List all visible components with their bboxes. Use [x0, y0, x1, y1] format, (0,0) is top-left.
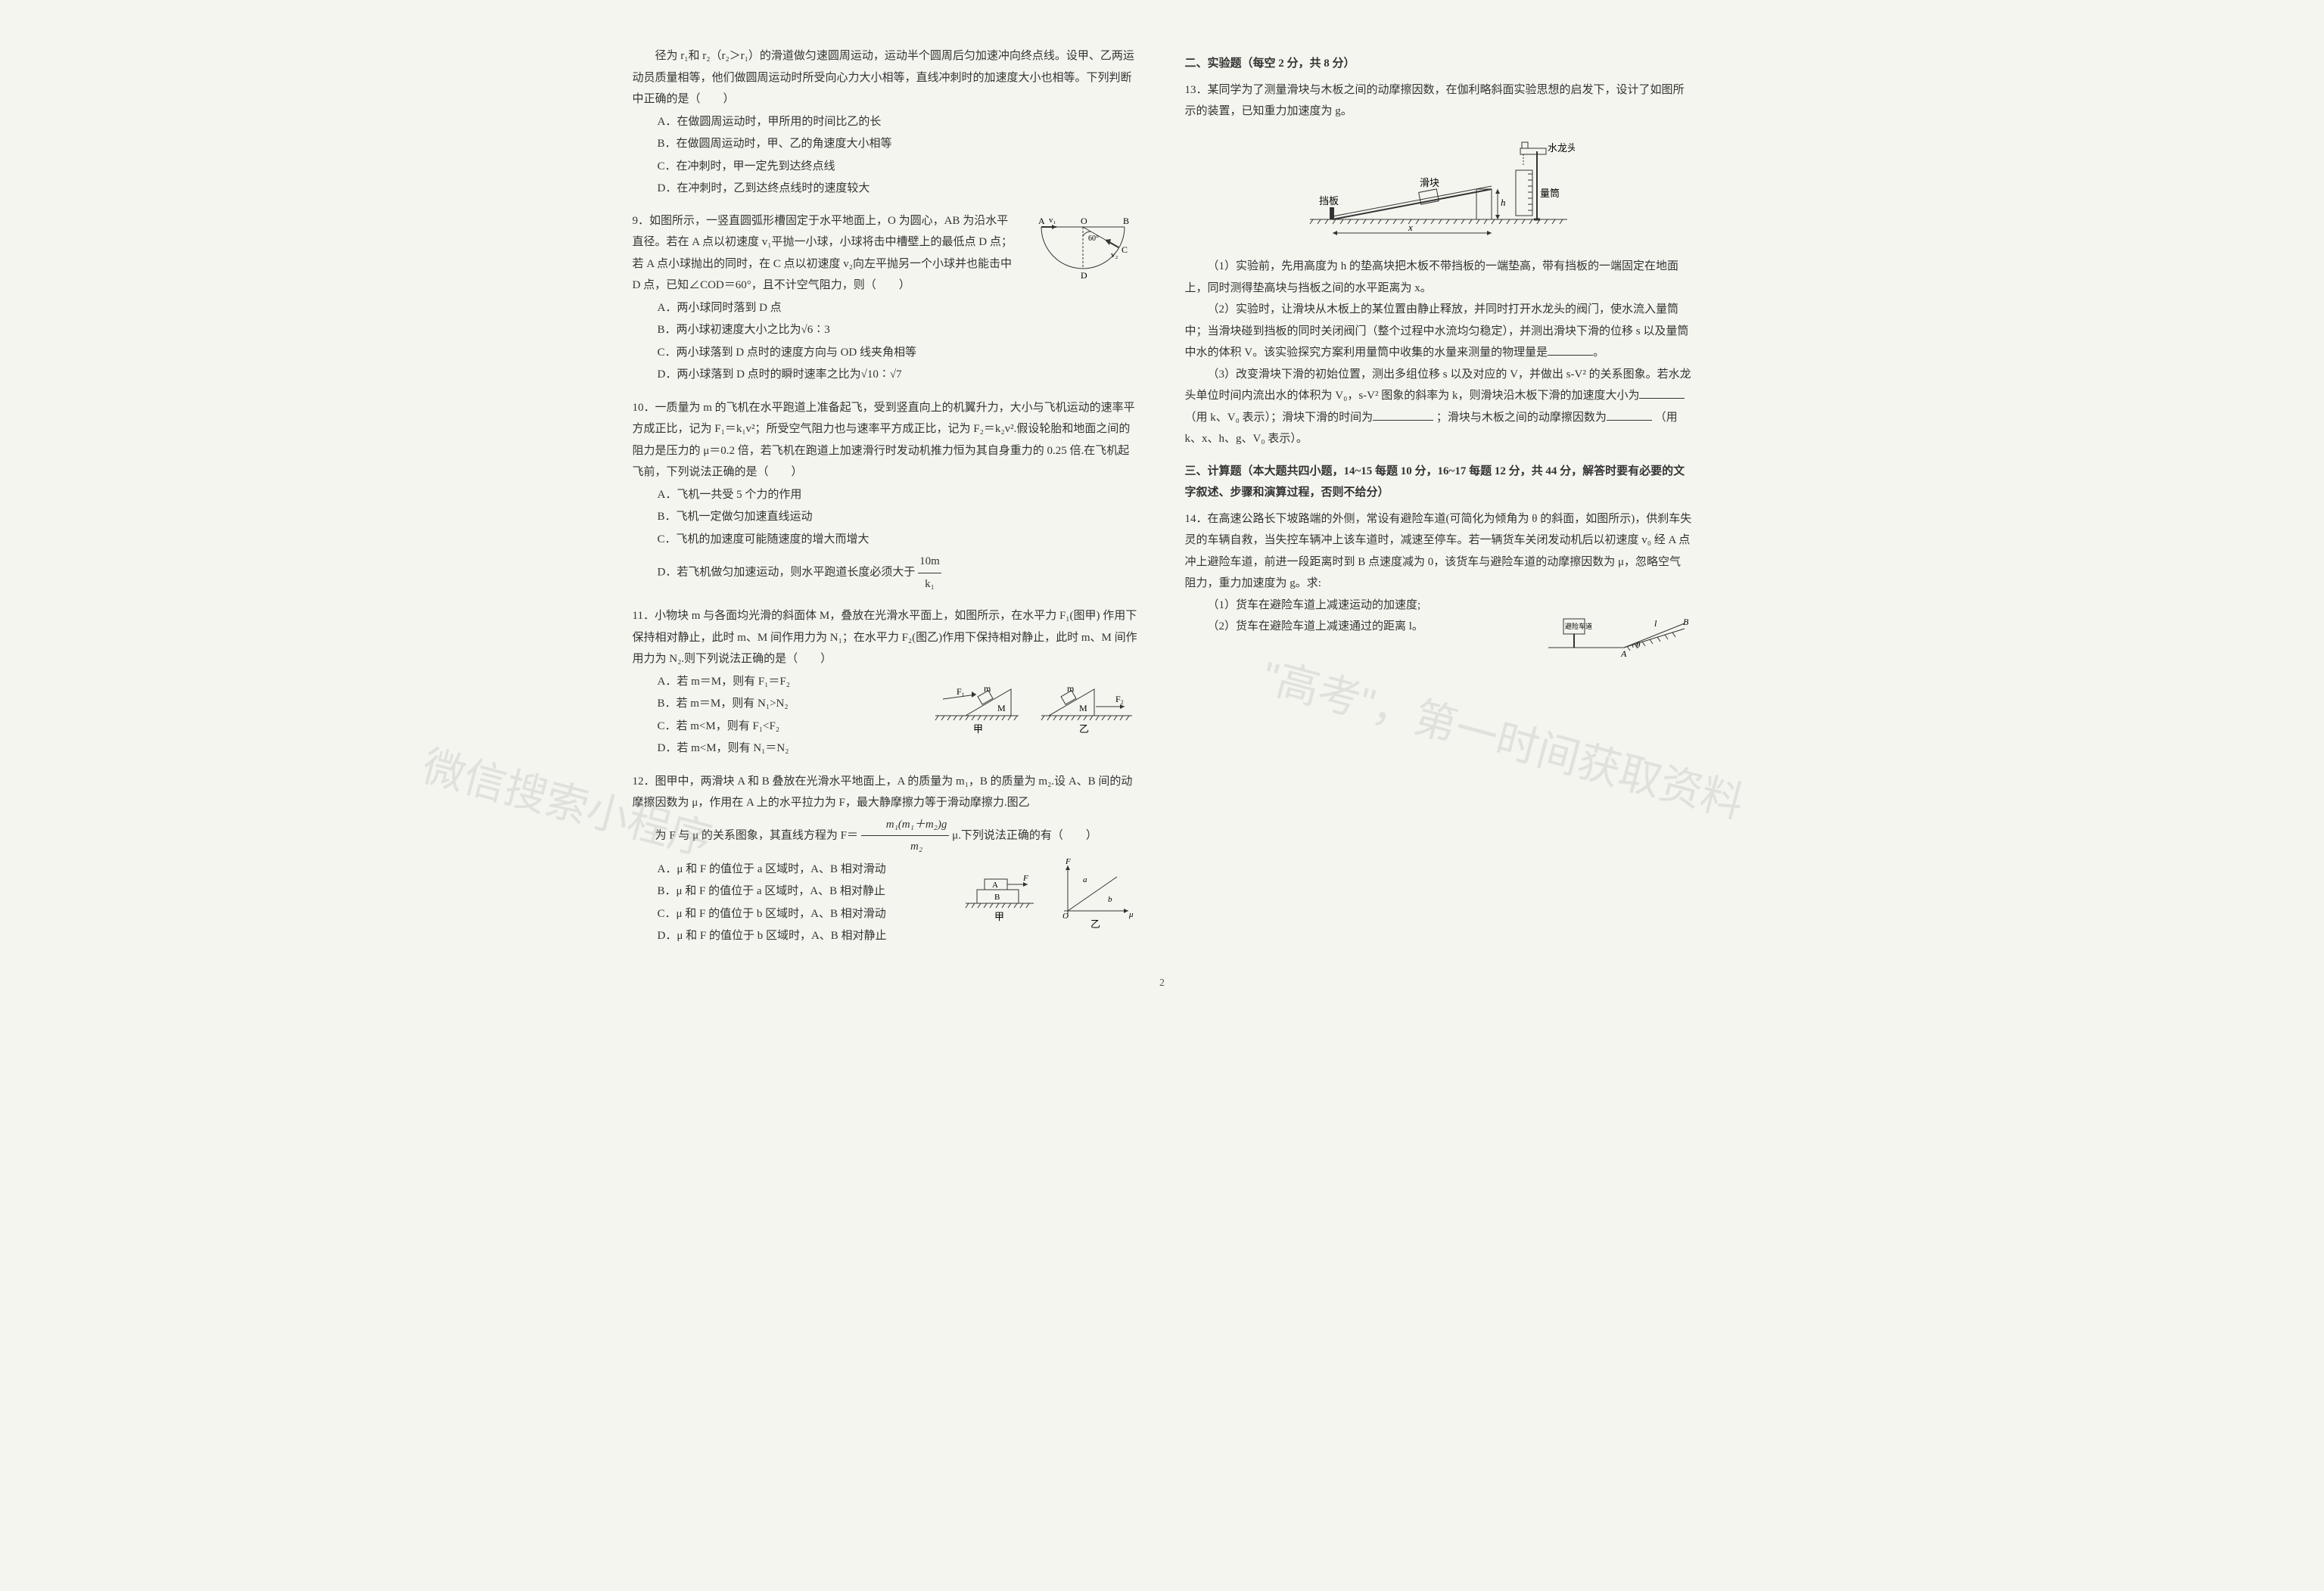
- svg-text:a: a: [1083, 875, 1087, 884]
- svg-text:O: O: [1062, 912, 1069, 921]
- q12-opt-B: B．μ 和 F 的值位于 a 区域时，A、B 相对静止: [658, 881, 958, 903]
- q10-stem: 10．一质量为 m 的飞机在水平跑道上准备起飞，受到竖直向上的机翼升力，大小与飞…: [633, 397, 1140, 483]
- q11-opt-B: B．若 m＝M，则有 N₁>N₂: [658, 693, 928, 715]
- svg-text:D: D: [1081, 270, 1087, 281]
- section-2-title: 二、实验题（每空 2 分，共 8 分）: [1185, 53, 1692, 75]
- q10: 10．一质量为 m 的飞机在水平跑道上准备起飞，受到竖直向上的机翼升力，大小与飞…: [633, 397, 1140, 595]
- q12-opt-A: A．μ 和 F 的值位于 a 区域时，A、B 相对滑动: [658, 859, 958, 881]
- q12: 12．图甲中，两滑块 A 和 B 叠放在光滑水平地面上，A 的质量为 m₁，B …: [633, 771, 1140, 948]
- q13-p3: （3）改变滑块下滑的初始位置，测出多组位移 s 以及对应的 V，并做出 s-V²…: [1185, 364, 1692, 450]
- q8-opt-C: C．在冲刺时，甲一定先到达终点线: [658, 156, 1140, 178]
- svg-text:v₂: v₂: [1111, 250, 1118, 259]
- q11-opt-A: A．若 m＝M，则有 F₁＝F₂: [658, 671, 928, 693]
- q13-blank-2[interactable]: [1639, 387, 1685, 399]
- svg-text:A: A: [992, 881, 998, 890]
- q12-stem2: 为 F 与 μ 的关系图象，其直线方程为 F＝ m₁(m₁＋m₂)g m₂ μ.…: [633, 814, 1140, 858]
- q12-opt-C: C．μ 和 F 的值位于 b 区域时，A、B 相对滑动: [658, 903, 958, 925]
- q11-opt-C: C．若 m<M，则有 F₁<F₂: [658, 716, 928, 738]
- q10-opt-D: D．若飞机做匀加速运动，则水平跑道长度必须大于 10m k₁: [658, 551, 1140, 595]
- q11-opt-D: D．若 m<M，则有 N₁＝N₂: [658, 738, 928, 760]
- svg-text:x: x: [1408, 222, 1413, 233]
- svg-text:乙: 乙: [1079, 723, 1089, 735]
- q14-p1: （1）货车在避险车道上减速运动的加速度;: [1185, 595, 1541, 617]
- q13-p2: （2）实验时，让滑块从木板上的某位置由静止释放，并同时打开水龙头的阀门，使水流入…: [1185, 299, 1692, 364]
- q11: 11．小物块 m 与各面均光滑的斜面体 M，叠放在光滑水平面上，如图所示，在水平…: [633, 605, 1140, 760]
- q8-opt-B: B．在做圆周运动时，甲、乙的角速度大小相等: [658, 133, 1140, 155]
- q13-blank-4[interactable]: [1607, 409, 1652, 421]
- left-column: 径为 r₁和 r₂（r₂＞r₁）的滑道做匀速圆周运动，运动半个圆周后匀加速冲向终…: [633, 45, 1140, 959]
- q13: 13．某同学为了测量滑块与木板之间的动摩擦因数，在伽利略斜面实验思想的启发下，设…: [1185, 79, 1692, 450]
- q9: A v₁ O B C v₂ D 60° 9．如图所示，一竖直圆弧形槽固定于水平地…: [633, 210, 1140, 387]
- svg-text:F: F: [1022, 874, 1028, 883]
- svg-text:m: m: [1067, 683, 1075, 694]
- q8-opt-D: D．在冲刺时，乙到达终点线时的速度较大: [658, 178, 1140, 200]
- svg-text:v₁: v₁: [1049, 216, 1056, 225]
- svg-text:量筒: 量筒: [1540, 188, 1560, 199]
- svg-text:滑块: 滑块: [1420, 177, 1439, 188]
- q8-stem: 径为 r₁和 r₂（r₂＞r₁）的滑道做匀速圆周运动，运动半个圆周后匀加速冲向终…: [633, 45, 1140, 110]
- svg-text:B: B: [994, 893, 1000, 902]
- svg-text:挡板: 挡板: [1319, 195, 1339, 207]
- q11-figure: F₁ m M 甲: [928, 670, 1140, 747]
- page-number: 2: [61, 974, 2263, 994]
- svg-text:A: A: [1038, 216, 1045, 226]
- section-3-title: 三、计算题（本大题共四小题，14~15 每题 10 分，16~17 每题 12 …: [1185, 461, 1692, 504]
- svg-text:B: B: [1123, 216, 1129, 226]
- q10-opt-B: B．飞机一定做匀加速直线运动: [658, 506, 1140, 528]
- exam-page: 径为 r₁和 r₂（r₂＞r₁）的滑道做匀速圆周运动，运动半个圆周后匀加速冲向终…: [633, 45, 1692, 959]
- svg-text:b: b: [1108, 895, 1112, 904]
- q10-opt-A: A．飞机一共受 5 个力的作用: [658, 484, 1140, 506]
- q9-opt-C: C．两小球落到 D 点时的速度方向与 OD 线夹角相等: [658, 342, 1140, 364]
- svg-text:乙: 乙: [1090, 918, 1100, 930]
- svg-text:M: M: [997, 703, 1006, 713]
- svg-text:甲: 甲: [994, 911, 1004, 922]
- q14-figure: 避险车道 A B l θ: [1541, 595, 1692, 671]
- svg-text:水龙头: 水龙头: [1548, 142, 1575, 154]
- svg-text:F₂: F₂: [1115, 694, 1124, 704]
- svg-text:B: B: [1683, 617, 1689, 627]
- svg-text:μ: μ: [1128, 910, 1134, 919]
- q12-opt-D: D．μ 和 F 的值位于 b 区域时，A、B 相对静止: [658, 925, 958, 947]
- svg-text:C: C: [1122, 244, 1128, 255]
- q13-p1: （1）实验前，先用高度为 h 的垫高块把木板不带挡板的一端垫高，带有挡板的一端固…: [1185, 256, 1692, 299]
- q14-p2: （2）货车在避险车道上减速通过的距离 l。: [1185, 616, 1541, 638]
- q14-stem: 14．在高速公路长下坡路端的外侧，常设有避险车道(可简化为倾角为 θ 的斜面，如…: [1185, 508, 1692, 595]
- q11-stem: 11．小物块 m 与各面均光滑的斜面体 M，叠放在光滑水平面上，如图所示，在水平…: [633, 605, 1140, 670]
- svg-text:避险车道: 避险车道: [1565, 622, 1592, 630]
- q10-opt-C: C．飞机的加速度可能随速度的增大而增大: [658, 529, 1140, 551]
- svg-text:A: A: [1620, 648, 1627, 659]
- q9-figure: A v₁ O B C v₂ D 60°: [1026, 213, 1140, 301]
- q13-stem: 13．某同学为了测量滑块与木板之间的动摩擦因数，在伽利略斜面实验思想的启发下，设…: [1185, 79, 1692, 123]
- q8-opt-A: A．在做圆周运动时，甲所用的时间比乙的长: [658, 111, 1140, 133]
- q13-blank-3[interactable]: [1373, 409, 1433, 421]
- q12-stem: 12．图甲中，两滑块 A 和 B 叠放在光滑水平地面上，A 的质量为 m₁，B …: [633, 771, 1140, 814]
- svg-text:l: l: [1654, 618, 1657, 629]
- right-column: 二、实验题（每空 2 分，共 8 分） 13．某同学为了测量滑块与木板之间的动摩…: [1185, 45, 1692, 959]
- q14: 14．在高速公路长下坡路端的外侧，常设有避险车道(可简化为倾角为 θ 的斜面，如…: [1185, 508, 1692, 671]
- svg-text:F₁: F₁: [957, 686, 965, 697]
- q9-opt-D: D．两小球落到 D 点时的瞬时速率之比为√10∶√7: [658, 364, 1140, 386]
- q13-figure: 滑块 水龙头 量筒 挡板 h x: [1185, 129, 1692, 250]
- svg-text:M: M: [1079, 703, 1087, 713]
- svg-text:h: h: [1501, 197, 1506, 208]
- q13-blank-1[interactable]: [1548, 344, 1593, 356]
- q9-opt-B: B．两小球初速度大小之比为√6∶3: [658, 319, 1140, 341]
- svg-text:甲: 甲: [973, 723, 983, 735]
- svg-text:O: O: [1081, 216, 1087, 226]
- svg-text:F: F: [1065, 858, 1071, 866]
- q8: 径为 r₁和 r₂（r₂＞r₁）的滑道做匀速圆周运动，运动半个圆周后匀加速冲向终…: [633, 45, 1140, 200]
- q12-figure: A B F 甲 F μ O a b 乙: [958, 858, 1140, 942]
- svg-text:θ: θ: [1636, 641, 1641, 650]
- svg-text:60°: 60°: [1088, 235, 1099, 243]
- svg-text:m: m: [984, 683, 991, 694]
